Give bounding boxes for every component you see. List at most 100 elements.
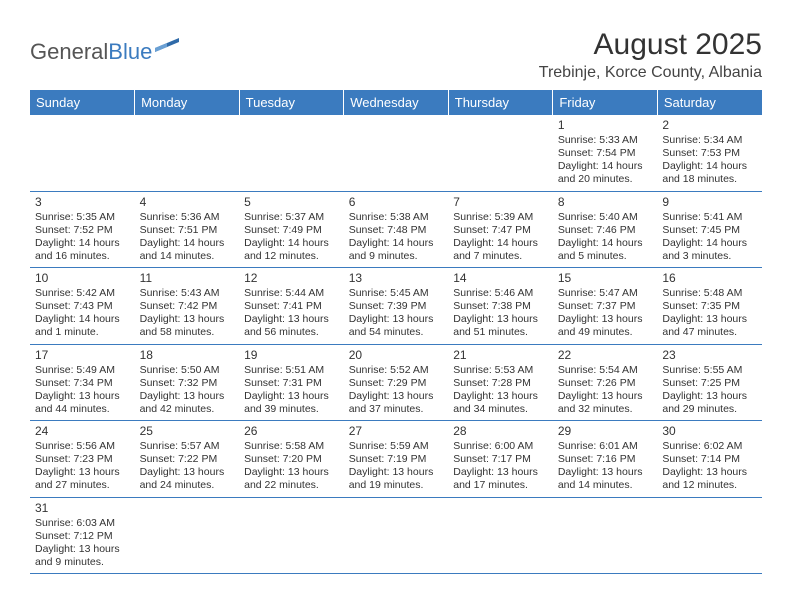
day-info-line: and 12 minutes. bbox=[244, 250, 339, 263]
day-info-line: Sunrise: 5:37 AM bbox=[244, 211, 339, 224]
calendar-empty-cell bbox=[344, 497, 449, 574]
day-info-line: and 42 minutes. bbox=[140, 403, 235, 416]
day-info-line: Sunset: 7:42 PM bbox=[140, 300, 235, 313]
day-info-line: Sunrise: 5:57 AM bbox=[140, 440, 235, 453]
day-info-line: Sunset: 7:16 PM bbox=[558, 453, 653, 466]
day-number: 3 bbox=[35, 195, 130, 210]
day-number: 10 bbox=[35, 271, 130, 286]
day-info-line: Sunrise: 5:54 AM bbox=[558, 364, 653, 377]
day-info-line: Sunrise: 5:52 AM bbox=[349, 364, 444, 377]
day-info-line: Daylight: 13 hours bbox=[244, 313, 339, 326]
calendar-empty-cell bbox=[239, 115, 344, 191]
day-info-line: Sunrise: 5:39 AM bbox=[453, 211, 548, 224]
day-number: 25 bbox=[140, 424, 235, 439]
calendar-week-row: 3Sunrise: 5:35 AMSunset: 7:52 PMDaylight… bbox=[30, 191, 762, 268]
day-info-line: Daylight: 13 hours bbox=[35, 543, 130, 556]
day-info-line: Sunrise: 6:00 AM bbox=[453, 440, 548, 453]
day-number: 28 bbox=[453, 424, 548, 439]
weekday-header: Friday bbox=[553, 90, 658, 115]
day-info-line: and 24 minutes. bbox=[140, 479, 235, 492]
day-number: 1 bbox=[558, 118, 653, 133]
day-info-line: Sunset: 7:46 PM bbox=[558, 224, 653, 237]
calendar-day-cell: 21Sunrise: 5:53 AMSunset: 7:28 PMDayligh… bbox=[448, 344, 553, 421]
day-info-line: and 1 minute. bbox=[35, 326, 130, 339]
calendar-empty-cell bbox=[239, 497, 344, 574]
day-info-line: Sunrise: 5:56 AM bbox=[35, 440, 130, 453]
day-number: 19 bbox=[244, 348, 339, 363]
calendar-day-cell: 12Sunrise: 5:44 AMSunset: 7:41 PMDayligh… bbox=[239, 268, 344, 345]
day-info-line: and 20 minutes. bbox=[558, 173, 653, 186]
calendar-day-cell: 16Sunrise: 5:48 AMSunset: 7:35 PMDayligh… bbox=[657, 268, 762, 345]
calendar-day-cell: 29Sunrise: 6:01 AMSunset: 7:16 PMDayligh… bbox=[553, 421, 658, 498]
day-info-line: and 9 minutes. bbox=[349, 250, 444, 263]
day-info-line: Sunrise: 5:36 AM bbox=[140, 211, 235, 224]
day-number: 9 bbox=[662, 195, 757, 210]
day-info-line: Daylight: 13 hours bbox=[349, 390, 444, 403]
calendar-week-row: 1Sunrise: 5:33 AMSunset: 7:54 PMDaylight… bbox=[30, 115, 762, 191]
day-info-line: Sunset: 7:38 PM bbox=[453, 300, 548, 313]
day-info-line: Sunset: 7:41 PM bbox=[244, 300, 339, 313]
day-info-line: and 54 minutes. bbox=[349, 326, 444, 339]
day-info-line: Daylight: 13 hours bbox=[662, 390, 757, 403]
calendar-empty-cell bbox=[30, 115, 135, 191]
weekday-header: Wednesday bbox=[344, 90, 449, 115]
calendar-table: SundayMondayTuesdayWednesdayThursdayFrid… bbox=[30, 90, 762, 574]
day-info-line: and 5 minutes. bbox=[558, 250, 653, 263]
day-info-line: Daylight: 13 hours bbox=[453, 390, 548, 403]
day-number: 22 bbox=[558, 348, 653, 363]
day-info-line: Sunset: 7:14 PM bbox=[662, 453, 757, 466]
day-info-line: Sunrise: 5:46 AM bbox=[453, 287, 548, 300]
calendar-empty-cell bbox=[448, 497, 553, 574]
weekday-header: Thursday bbox=[448, 90, 553, 115]
location-text: Trebinje, Korce County, Albania bbox=[539, 64, 762, 82]
day-info-line: Daylight: 13 hours bbox=[140, 466, 235, 479]
weekday-header: Monday bbox=[135, 90, 240, 115]
day-info-line: Sunrise: 5:45 AM bbox=[349, 287, 444, 300]
day-info-line: Daylight: 13 hours bbox=[558, 313, 653, 326]
calendar-day-cell: 25Sunrise: 5:57 AMSunset: 7:22 PMDayligh… bbox=[135, 421, 240, 498]
day-info-line: Daylight: 14 hours bbox=[558, 237, 653, 250]
day-info-line: and 12 minutes. bbox=[662, 479, 757, 492]
title-block: August 2025 Trebinje, Korce County, Alba… bbox=[539, 28, 762, 82]
day-info-line: and 14 minutes. bbox=[140, 250, 235, 263]
day-number: 20 bbox=[349, 348, 444, 363]
day-info-line: Sunrise: 6:03 AM bbox=[35, 517, 130, 530]
day-info-line: Sunset: 7:37 PM bbox=[558, 300, 653, 313]
day-info-line: Daylight: 14 hours bbox=[453, 237, 548, 250]
day-info-line: Sunrise: 5:43 AM bbox=[140, 287, 235, 300]
calendar-week-row: 17Sunrise: 5:49 AMSunset: 7:34 PMDayligh… bbox=[30, 344, 762, 421]
day-number: 17 bbox=[35, 348, 130, 363]
day-info-line: and 7 minutes. bbox=[453, 250, 548, 263]
calendar-empty-cell bbox=[344, 115, 449, 191]
day-info-line: Sunset: 7:28 PM bbox=[453, 377, 548, 390]
day-info-line: Daylight: 14 hours bbox=[558, 160, 653, 173]
day-number: 30 bbox=[662, 424, 757, 439]
day-info-line: and 32 minutes. bbox=[558, 403, 653, 416]
day-info-line: Daylight: 13 hours bbox=[453, 313, 548, 326]
day-info-line: and 44 minutes. bbox=[35, 403, 130, 416]
calendar-day-cell: 2Sunrise: 5:34 AMSunset: 7:53 PMDaylight… bbox=[657, 115, 762, 191]
day-number: 26 bbox=[244, 424, 339, 439]
day-info-line: Daylight: 13 hours bbox=[35, 390, 130, 403]
day-number: 31 bbox=[35, 501, 130, 516]
day-number: 29 bbox=[558, 424, 653, 439]
day-info-line: Sunset: 7:32 PM bbox=[140, 377, 235, 390]
day-info-line: Sunrise: 5:42 AM bbox=[35, 287, 130, 300]
day-info-line: Sunset: 7:17 PM bbox=[453, 453, 548, 466]
day-number: 16 bbox=[662, 271, 757, 286]
day-number: 7 bbox=[453, 195, 548, 210]
day-info-line: Sunset: 7:52 PM bbox=[35, 224, 130, 237]
day-info-line: Sunrise: 5:34 AM bbox=[662, 134, 757, 147]
calendar-day-cell: 24Sunrise: 5:56 AMSunset: 7:23 PMDayligh… bbox=[30, 421, 135, 498]
day-number: 18 bbox=[140, 348, 235, 363]
day-info-line: Daylight: 14 hours bbox=[140, 237, 235, 250]
calendar-day-cell: 19Sunrise: 5:51 AMSunset: 7:31 PMDayligh… bbox=[239, 344, 344, 421]
day-number: 6 bbox=[349, 195, 444, 210]
day-number: 12 bbox=[244, 271, 339, 286]
day-info-line: Sunset: 7:26 PM bbox=[558, 377, 653, 390]
calendar-day-cell: 18Sunrise: 5:50 AMSunset: 7:32 PMDayligh… bbox=[135, 344, 240, 421]
day-info-line: Daylight: 13 hours bbox=[349, 313, 444, 326]
day-info-line: Daylight: 13 hours bbox=[662, 313, 757, 326]
day-info-line: Daylight: 14 hours bbox=[662, 160, 757, 173]
day-info-line: Sunset: 7:25 PM bbox=[662, 377, 757, 390]
